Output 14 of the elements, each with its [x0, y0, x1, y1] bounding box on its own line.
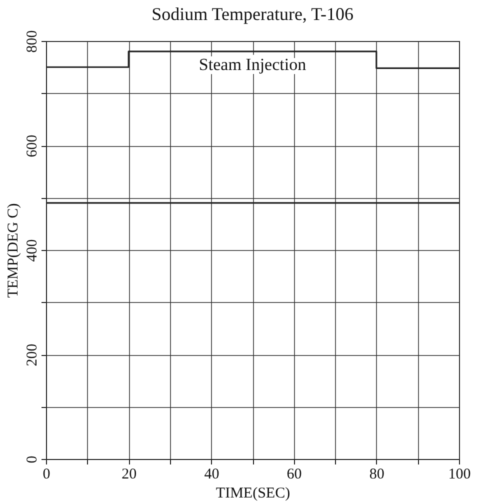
y-tick-label: 600 [24, 134, 40, 158]
x-tick-label: 80 [369, 466, 384, 482]
x-tick-label: 0 [42, 466, 50, 482]
y-tick-label: 800 [24, 30, 40, 53]
x-axis-title: TIME(SEC) [216, 486, 290, 502]
y-axis-title: TEMP(DEG C) [6, 203, 22, 298]
x-tick-label: 40 [204, 466, 220, 482]
y-tick-label: 400 [24, 239, 40, 262]
chart-title: Sodium Temperature, T-106 [152, 4, 354, 24]
x-tick-label: 60 [286, 466, 302, 482]
y-tick-label: 0 [24, 456, 40, 464]
x-tick-label: 100 [448, 466, 471, 482]
y-tick-label: 200 [24, 344, 40, 366]
x-tick-label: 20 [122, 466, 137, 482]
